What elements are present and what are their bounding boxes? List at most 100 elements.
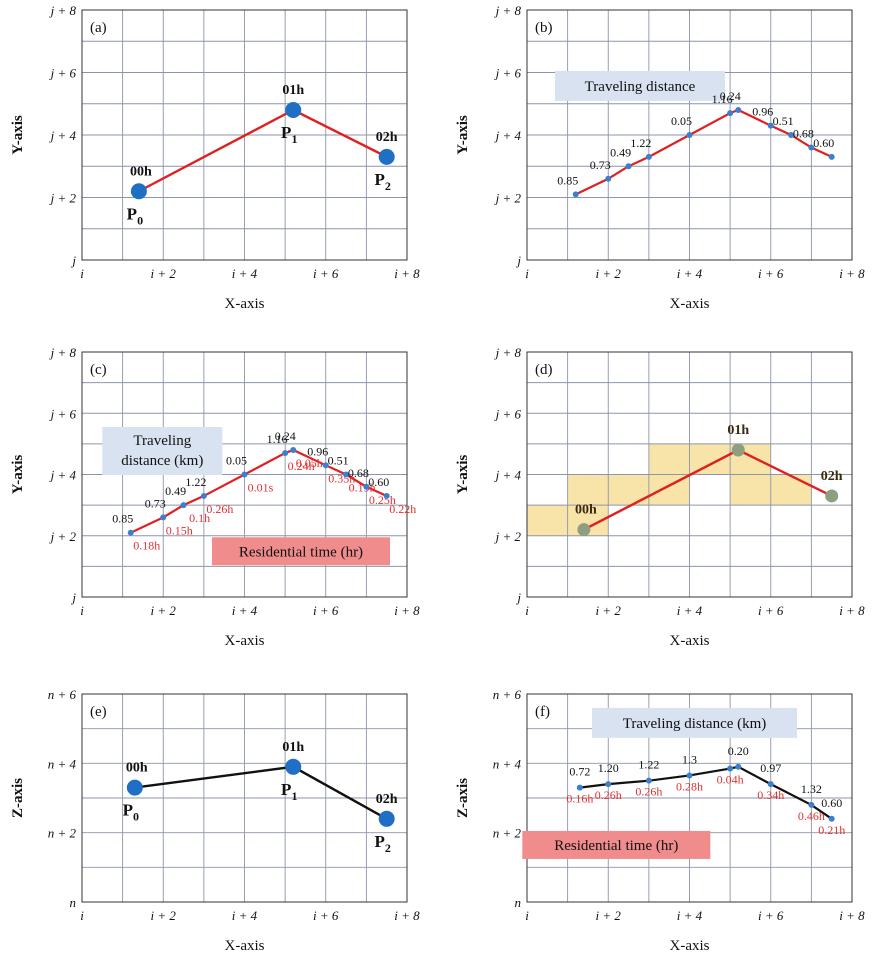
distance-label: 0.49	[165, 484, 186, 498]
panel-e: (e) i i + 2 i + 4 i + 6 i + 8 n n + 2 n + 4 n + 6…	[10, 687, 420, 954]
x-tick-label: i + 2	[151, 908, 177, 923]
y-axis-label: Y-axis	[10, 115, 26, 155]
trajectory-line	[134, 765, 388, 820]
residential-time-value: 0.18h	[133, 539, 160, 553]
y-tick-label: j + 2	[494, 191, 522, 206]
track-point	[363, 483, 370, 490]
track-point	[383, 492, 390, 499]
residential-time-value: 0.24h	[288, 459, 315, 473]
residential-time-label: Residential time (hr)	[239, 544, 363, 560]
residential-time-value: 0.26h	[206, 502, 233, 516]
track-point	[343, 471, 350, 478]
residential-time-value: 0.28h	[676, 779, 703, 793]
x-axis-label: X-axis	[225, 296, 265, 312]
residential-time-value: 0.26h	[595, 788, 622, 802]
distance-label: 0.24	[275, 429, 296, 443]
x-tick-label: i	[80, 908, 84, 923]
x-tick-label: i + 8	[839, 908, 865, 923]
track-point	[645, 153, 652, 160]
x-tick-label: i + 2	[151, 603, 177, 618]
y-tick-label: n + 4	[493, 756, 522, 771]
hour-label: 00h	[575, 503, 597, 518]
panel-tag: (b)	[535, 20, 553, 36]
y-tick-label: j + 6	[494, 406, 522, 421]
track-point	[605, 175, 612, 182]
point-name: P2	[374, 170, 390, 193]
distance-label: 1.20	[598, 761, 619, 775]
traveling-distance-box	[592, 707, 797, 738]
x-tick-label: i + 6	[758, 908, 784, 923]
traveling-distance-label: Traveling	[133, 433, 191, 449]
y-tick-label: j	[70, 590, 76, 605]
x-tick-label: i + 2	[596, 908, 622, 923]
residential-time-value: 0.05h	[296, 456, 323, 470]
point-name-letter: P	[374, 832, 384, 851]
y-tick-label: j + 8	[49, 3, 77, 18]
residential-time-value: 0.04h	[717, 773, 744, 787]
y-tick-label: j + 6	[49, 66, 77, 81]
residential-time-value: 0.46h	[798, 809, 825, 823]
x-tick-label: i + 6	[313, 908, 339, 923]
residential-time-value: 0.34h	[757, 788, 784, 802]
y-tick-label: j	[70, 253, 76, 268]
x-axis-label: X-axis	[670, 296, 710, 312]
distance-label: 1.3	[682, 752, 697, 766]
location-point	[825, 489, 839, 503]
distance-label: 0.96	[752, 105, 773, 119]
distance-label: 0.51	[328, 454, 349, 468]
residential-time-value: 0.19h	[349, 481, 376, 495]
track-point	[788, 132, 795, 138]
location-point	[731, 443, 745, 457]
panel-d: (d) i i + 2 i + 4 i + 6 i + 8 j j + 2 j + 4 j + 6…	[455, 345, 865, 649]
track-point	[735, 107, 742, 113]
distance-label: 0.97	[760, 761, 781, 775]
track-point	[767, 122, 774, 129]
track-point	[127, 529, 134, 536]
x-tick-label: i + 8	[839, 603, 865, 618]
y-tick-label: j + 4	[49, 128, 77, 143]
x-tick-label: i + 6	[313, 603, 339, 618]
track-point	[767, 781, 774, 788]
distance-label: 0.68	[793, 127, 814, 141]
y-tick-label: j	[515, 590, 521, 605]
distance-label: 0.85	[112, 512, 133, 526]
hour-label: 01h	[727, 423, 749, 438]
location-point	[577, 523, 591, 537]
y-tick-label: j + 8	[494, 3, 522, 18]
track-point	[290, 447, 297, 453]
residential-time-value: 0.26h	[635, 785, 662, 799]
x-tick-label: i + 8	[394, 266, 420, 281]
y-axis-label: Z-axis	[10, 778, 26, 818]
track-point	[686, 772, 693, 779]
x-tick-label: i + 4	[232, 908, 258, 923]
y-axis-label: Y-axis	[10, 455, 26, 495]
distance-label: 0.73	[145, 496, 166, 510]
grid-cell-highlight	[648, 443, 771, 475]
distance-label: 0.72	[569, 765, 590, 779]
traveling-distance-label: Traveling distance (km)	[623, 716, 767, 732]
panel-tag: (f)	[535, 704, 550, 720]
x-axis-label: X-axis	[225, 938, 265, 954]
residential-time-value: 0.15h	[166, 523, 193, 537]
location-point	[130, 183, 147, 200]
hour-label: 01h	[282, 83, 304, 98]
location-point	[126, 779, 143, 796]
point-name-letter: P	[281, 780, 291, 799]
panel-tag: (a)	[90, 20, 107, 36]
point-name-subscript: 0	[133, 810, 139, 824]
distance-label: 0.24	[720, 89, 741, 103]
y-tick-label: n + 2	[493, 826, 522, 841]
x-tick-label: i + 4	[677, 908, 703, 923]
residential-time-value: 0.21h	[818, 823, 845, 837]
y-tick-label: n + 2	[48, 826, 77, 841]
y-tick-label: n	[70, 895, 77, 910]
track-point	[625, 163, 632, 170]
y-tick-label: j + 2	[49, 191, 77, 206]
distance-label: 0.60	[813, 136, 834, 150]
traveling-distance-box	[555, 70, 725, 101]
plot-frame	[81, 351, 408, 598]
x-tick-label: i + 8	[394, 908, 420, 923]
distance-label: 0.85	[557, 173, 578, 187]
grid-cell-highlight	[567, 474, 690, 506]
y-tick-label: j	[515, 253, 521, 268]
